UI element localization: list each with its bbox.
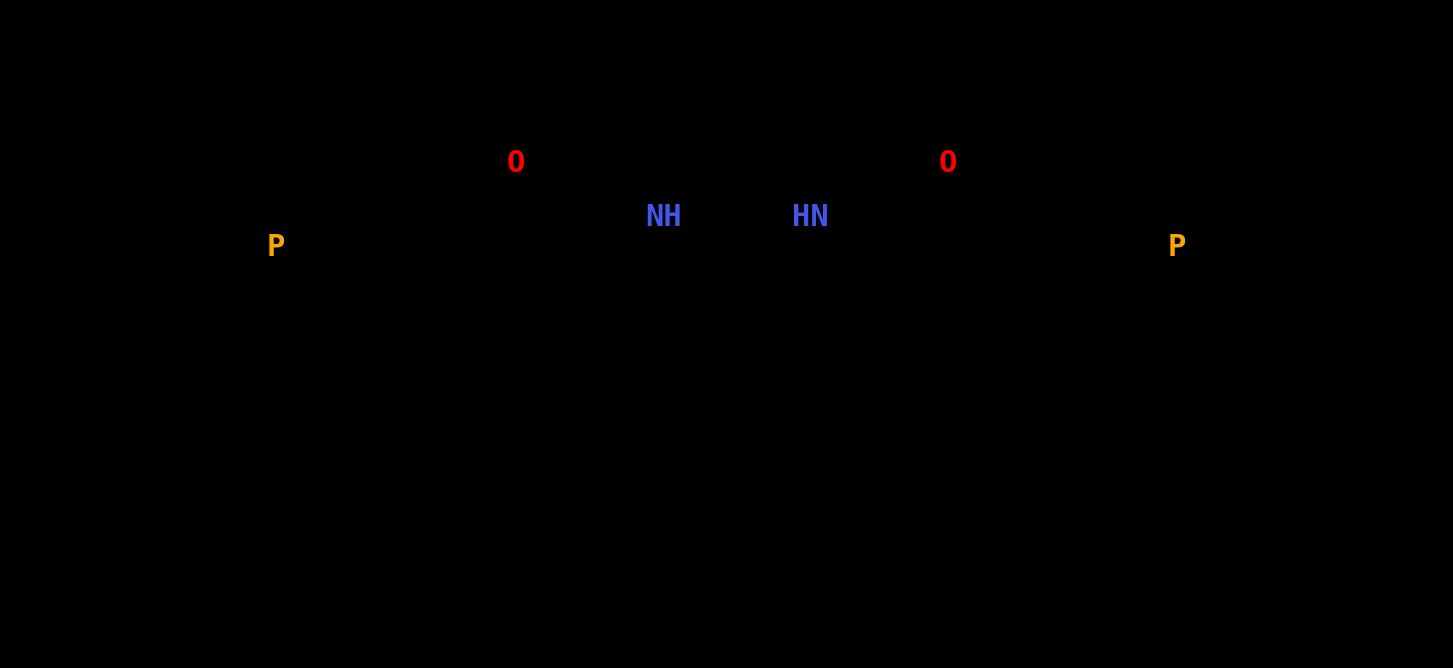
Text: O: O (939, 149, 956, 178)
Text: NH: NH (645, 202, 683, 232)
Text: P: P (1168, 232, 1186, 262)
Text: P: P (267, 232, 285, 262)
Text: HN: HN (792, 202, 830, 232)
Text: O: O (507, 149, 525, 178)
